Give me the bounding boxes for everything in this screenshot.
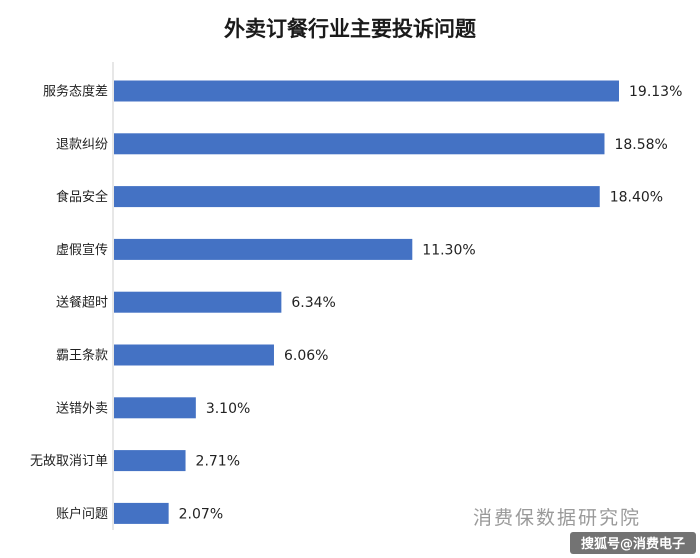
category-label: 送餐超时 — [56, 295, 108, 311]
value-label: 6.06% — [284, 348, 328, 364]
bar — [114, 238, 413, 260]
category-label: 霸王条款 — [56, 348, 108, 364]
value-label: 3.10% — [206, 401, 250, 417]
watermark-label: 搜狐号@消费电子 — [581, 536, 685, 552]
category-label: 虚假宣传 — [56, 242, 108, 258]
bar — [114, 291, 282, 313]
value-label: 11.30% — [422, 242, 475, 258]
value-label: 2.71% — [196, 454, 240, 470]
category-label: 食品安全 — [56, 189, 108, 205]
category-label: 服务态度差 — [43, 84, 108, 100]
bar — [114, 450, 186, 472]
bar — [114, 80, 619, 102]
bars-group: 服务态度差 19.13% 退款纠纷 18.58% 食品安全 18.40% 虚假宣传 11.30… — [30, 80, 682, 524]
bar — [114, 133, 605, 155]
bar — [114, 186, 600, 208]
category-label: 账户问题 — [56, 506, 108, 522]
value-label: 18.40% — [610, 190, 663, 206]
bar — [114, 397, 196, 419]
value-label: 18.58% — [614, 137, 667, 153]
value-label: 6.34% — [291, 295, 335, 311]
category-label: 退款纠纷 — [56, 137, 108, 152]
watermark-background — [570, 532, 696, 554]
chart-title: 外卖订餐行业主要投诉问题 — [224, 17, 477, 41]
bar — [114, 344, 274, 366]
category-label: 送错外卖 — [56, 401, 108, 416]
value-label: 2.07% — [179, 506, 223, 522]
bar — [114, 502, 169, 524]
value-label: 19.13% — [629, 84, 682, 100]
source-label: 消费保数据研究院 — [473, 507, 641, 529]
category-label: 无故取消订单 — [30, 454, 108, 469]
